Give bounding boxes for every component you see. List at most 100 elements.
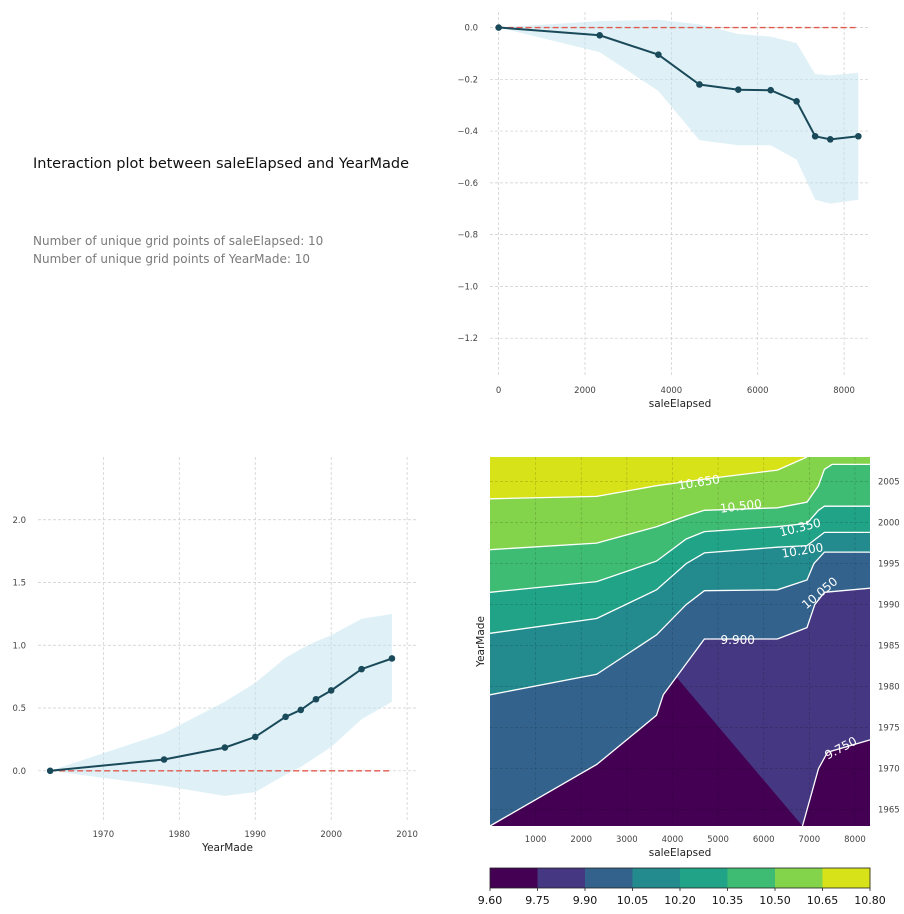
- colorbar-segment: [585, 868, 633, 888]
- colorbar-tick-label: 10.50: [759, 894, 791, 907]
- y-tick-label: −0.6: [457, 179, 478, 189]
- y-tick-label: 0.5: [12, 704, 26, 714]
- colorbar-segment: [727, 868, 776, 888]
- pdp-chart-YearMade: 1970 1980 1990 2000 2010 0.0 0.5 1.0 1.5 2.0 YearM…: [12, 457, 418, 854]
- confidence-band: [498, 19, 859, 204]
- contour-label: 10.650: [677, 472, 721, 492]
- x-tick-label: 1980: [168, 830, 190, 840]
- colorbar-tick-label: 9.90: [573, 894, 598, 907]
- y-tick-label: 1965: [878, 806, 900, 816]
- contour-line: [489, 463, 870, 551]
- y-tick-label: 1995: [878, 560, 900, 570]
- x-tick-label: 1990: [244, 830, 266, 840]
- y-tick-label: −1.0: [457, 282, 478, 292]
- x-tick-label: 2000: [574, 386, 596, 396]
- x-axis-label: saleElapsed: [649, 847, 712, 859]
- y-tick-label: −0.2: [457, 75, 478, 85]
- colorbar-segment: [822, 868, 871, 888]
- colorbar-tick-label: 10.20: [664, 894, 696, 907]
- x-tick-label: 2000: [570, 835, 592, 845]
- data-point: [696, 81, 703, 88]
- data-point: [327, 687, 335, 694]
- data-point: [596, 31, 603, 39]
- colorbar: 9.60 9.75 9.90 10.05 10.20 10.35 10.50 10.65 10.…: [478, 867, 886, 907]
- grid-points-info-saleElapsed: Number of unique grid points of saleElap…: [33, 234, 324, 248]
- colorbar-tick-label: 10.80: [854, 894, 886, 907]
- x-tick-label: 3000: [616, 835, 638, 845]
- x-tick-label: 8000: [844, 835, 866, 845]
- colorbar-segment: [680, 868, 728, 888]
- data-point: [793, 98, 800, 105]
- colorbar-tick-label: 10.05: [617, 894, 649, 907]
- y-tick-label: 1.5: [12, 579, 26, 589]
- data-point: [388, 655, 396, 662]
- y-tick-label: 0.0: [12, 767, 26, 777]
- contour-line: [489, 551, 870, 696]
- data-point: [251, 733, 259, 741]
- confidence-band: [50, 613, 392, 796]
- colorbar-segment: [490, 868, 538, 888]
- data-point: [855, 132, 862, 140]
- y-tick-label: 1975: [878, 724, 900, 734]
- y-tick-label: 1970: [878, 765, 900, 775]
- colorbar-tick-label: 9.60: [478, 894, 503, 907]
- pdp-series-line: [50, 657, 393, 772]
- data-point: [767, 86, 774, 94]
- contour-line: [489, 587, 871, 827]
- data-point: [811, 132, 819, 140]
- grid-points-info-YearMade: Number of unique grid points of YearMade…: [33, 252, 310, 266]
- data-point: [282, 713, 289, 721]
- x-tick-label: 6000: [747, 386, 769, 396]
- y-tick-label: −0.8: [457, 231, 478, 241]
- x-tick-label: 4000: [661, 386, 683, 396]
- y-tick-label: 1985: [878, 642, 900, 652]
- x-tick-label: 2010: [396, 830, 418, 840]
- x-tick-label: 1000: [525, 835, 547, 845]
- data-point: [655, 51, 662, 59]
- x-axis-label: saleElapsed: [649, 398, 712, 410]
- pdp-series-line: [498, 26, 859, 141]
- data-point: [734, 86, 742, 93]
- y-tick-label: −1.2: [457, 334, 478, 344]
- colorbar-tick-label: 9.75: [525, 894, 550, 907]
- colorbar-segment: [537, 868, 586, 888]
- y-tick-label: 1980: [878, 683, 900, 693]
- contour-label: 10.500: [719, 497, 762, 516]
- data-point: [160, 756, 168, 763]
- x-tick-label: 5000: [707, 835, 729, 845]
- y-tick-label: 2005: [878, 478, 900, 488]
- x-axis-label: YearMade: [201, 842, 253, 854]
- data-point: [221, 744, 229, 751]
- y-tick-label: −0.4: [457, 127, 478, 137]
- x-tick-label: 8000: [833, 386, 855, 396]
- data-point: [297, 706, 305, 714]
- contour-line: [489, 456, 808, 500]
- data-point: [46, 767, 54, 775]
- contour-line: [801, 739, 871, 827]
- colorbar-segment: [632, 868, 681, 888]
- data-point: [495, 24, 502, 31]
- pdp-chart-saleElapsed: 0 2000 4000 6000 8000 0.0 −0.2 −0.4 −0.6 −0.8 −1.0…: [457, 12, 870, 410]
- x-tick-label: 6000: [753, 835, 775, 845]
- y-tick-label: 0.0: [464, 24, 478, 34]
- x-tick-label: 4000: [662, 835, 684, 845]
- x-tick-label: 7000: [799, 835, 821, 845]
- contour-label: 10.200: [781, 540, 825, 560]
- colorbar-tick-label: 10.65: [807, 894, 839, 907]
- x-tick-label: 1970: [92, 830, 114, 840]
- contour-line: [489, 531, 870, 634]
- y-axis-label: YearMade: [475, 616, 487, 668]
- contour-line: [489, 505, 870, 593]
- colorbar-tick-label: 10.35: [712, 894, 744, 907]
- y-tick-label: 1990: [878, 601, 900, 611]
- interaction-contour-chart: 1000 2000 3000 4000 5000 6000 7000 8000 1965 1970…: [475, 456, 900, 859]
- contour-label: 9.900: [721, 633, 755, 647]
- data-point: [358, 665, 365, 673]
- colorbar-segment: [775, 868, 823, 888]
- data-point: [826, 136, 834, 143]
- y-tick-label: 2.0: [12, 516, 26, 526]
- x-tick-label: 0: [496, 386, 501, 396]
- y-tick-label: 1.0: [12, 641, 26, 651]
- page-title: Interaction plot between saleElapsed and…: [33, 156, 410, 172]
